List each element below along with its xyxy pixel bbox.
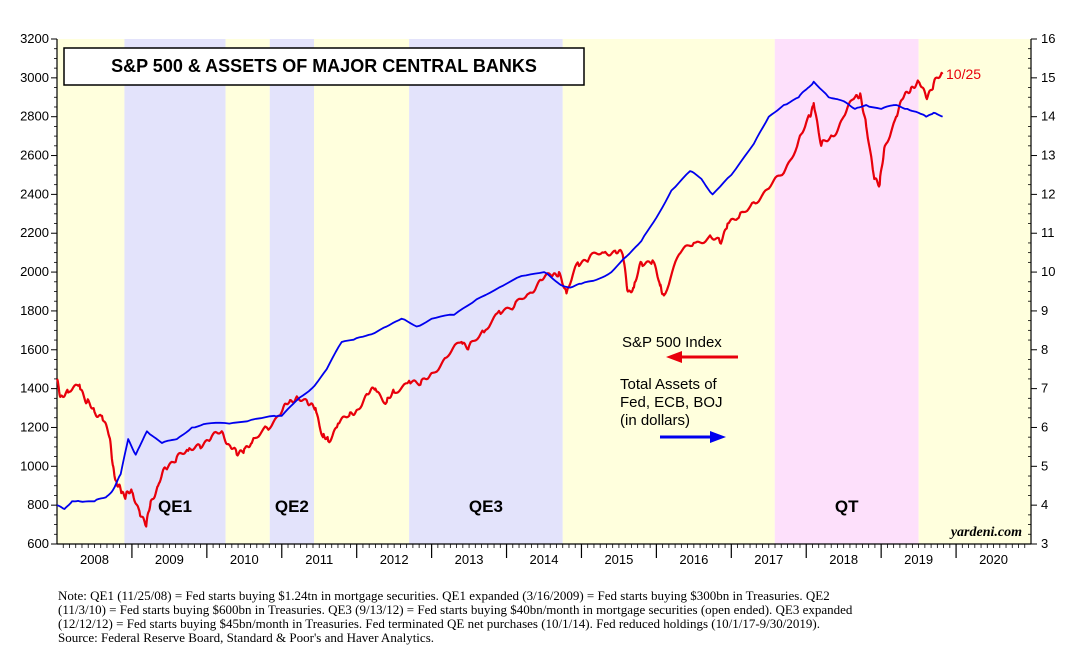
year-label: 2020 xyxy=(979,552,1008,567)
right-tick-label: 9 xyxy=(1041,303,1048,318)
right-tick-label: 11 xyxy=(1041,225,1055,240)
year-label: 2013 xyxy=(455,552,484,567)
band xyxy=(409,39,563,544)
legend-assets-line-1: Total Assets of xyxy=(620,376,718,393)
left-tick-label: 1400 xyxy=(20,381,49,396)
band-labels: QE1 QE2 QE3 QT xyxy=(158,497,859,516)
right-tick-label: 12 xyxy=(1041,186,1055,201)
left-tick-label: 2400 xyxy=(20,186,49,201)
right-tick-label: 5 xyxy=(1041,458,1048,473)
year-label: 2019 xyxy=(904,552,933,567)
band xyxy=(124,39,226,544)
left-tick-label: 2800 xyxy=(20,109,49,124)
left-tick-label: 2000 xyxy=(20,264,49,279)
legend-assets-line-3: (in dollars) xyxy=(620,412,690,429)
right-tick-label: 10 xyxy=(1041,264,1055,279)
footnote: Note: QE1 (11/25/08) = Fed starts buying… xyxy=(58,589,1063,645)
right-tick-label: 13 xyxy=(1041,148,1055,163)
band-label: QE3 xyxy=(469,497,503,516)
legend-assets-arrow xyxy=(660,431,726,443)
band xyxy=(269,39,314,544)
year-label: 2015 xyxy=(604,552,633,567)
band xyxy=(225,39,270,544)
chart-title: S&P 500 & ASSETS OF MAJOR CENTRAL BANKS xyxy=(111,56,537,76)
right-tick-label: 15 xyxy=(1041,70,1055,85)
left-tick-label: 3000 xyxy=(20,70,49,85)
band xyxy=(313,39,410,544)
band-label: QT xyxy=(835,497,859,516)
left-tick-label: 800 xyxy=(27,497,49,512)
year-label: 2009 xyxy=(155,552,184,567)
footnote-line: (12/12/12) = Fed starts buying $45bn/mon… xyxy=(58,616,820,631)
right-tick-label: 3 xyxy=(1041,536,1048,551)
axes: 600 800 1000 1200 1400 1600 1800 2000 2200 2400 26… xyxy=(20,31,1055,567)
end-date-label: 10/25 xyxy=(946,66,981,82)
year-label: 2017 xyxy=(754,552,783,567)
band-label: QE1 xyxy=(158,497,192,516)
left-tick-label: 1000 xyxy=(20,458,49,473)
legend: S&P 500 Index Total Assets of Fed, ECB, … xyxy=(620,334,738,443)
left-tick-label: 600 xyxy=(27,536,49,551)
right-tick-label: 4 xyxy=(1041,497,1048,512)
right-tick-label: 7 xyxy=(1041,381,1048,396)
right-tick-label: 16 xyxy=(1041,31,1055,46)
band-label: QE2 xyxy=(275,497,309,516)
footnote-source: Source: Federal Reserve Board, Standard … xyxy=(58,630,434,645)
year-label: 2010 xyxy=(230,552,259,567)
left-tick-label: 3200 xyxy=(20,31,49,46)
left-tick-label: 1800 xyxy=(20,303,49,318)
title-box xyxy=(63,47,585,86)
left-tick-label: 1600 xyxy=(20,342,49,357)
shaded-bands xyxy=(57,39,1031,544)
chart: QE1 QE2 QE3 QT 600 800 1000 1200 1400 1600 1800 20… xyxy=(20,31,1055,567)
legend-assets-line-2: Fed, ECB, BOJ xyxy=(620,394,723,411)
footnote-line: Note: QE1 (11/25/08) = Fed starts buying… xyxy=(58,588,830,603)
footnote-line: (11/3/10) = Fed starts buying $600bn in … xyxy=(58,602,853,617)
series-lines xyxy=(56,71,944,528)
band xyxy=(918,39,1031,544)
sp500-line xyxy=(56,71,944,528)
left-tick-label: 2200 xyxy=(20,225,49,240)
band xyxy=(57,39,125,544)
right-tick-label: 14 xyxy=(1041,109,1055,124)
left-tick-label: 2600 xyxy=(20,148,49,163)
year-label: 2016 xyxy=(679,552,708,567)
right-tick-label: 6 xyxy=(1041,419,1048,434)
source-watermark: yardeni.com xyxy=(949,525,1022,540)
year-label: 2008 xyxy=(80,552,109,567)
band xyxy=(562,39,775,544)
year-label: 2011 xyxy=(305,552,333,567)
central-bank-assets-line xyxy=(56,80,943,510)
right-tick-label: 8 xyxy=(1041,342,1048,357)
legend-sp500-label: S&P 500 Index xyxy=(622,334,722,351)
year-label: 2012 xyxy=(380,552,409,567)
left-tick-label: 1200 xyxy=(20,419,49,434)
year-label: 2018 xyxy=(829,552,858,567)
year-label: 2014 xyxy=(530,552,559,567)
legend-sp500-arrow xyxy=(666,351,738,363)
